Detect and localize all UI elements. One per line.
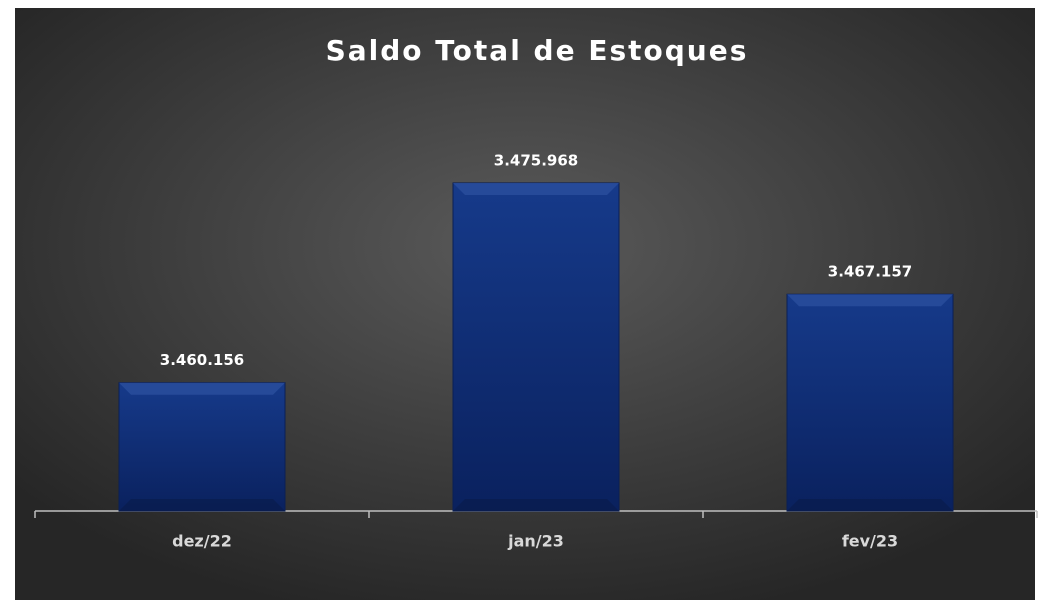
x-tick-label: dez/22 xyxy=(172,532,232,551)
data-label: 3.475.968 xyxy=(494,151,578,169)
bar-bevel xyxy=(787,499,953,511)
data-label: 3.460.156 xyxy=(160,351,244,369)
bar xyxy=(118,382,286,512)
bar-bevel xyxy=(787,294,953,307)
bar xyxy=(786,293,954,512)
x-tick-label: fev/23 xyxy=(842,532,898,551)
chart-title: Saldo Total de Estoques xyxy=(326,34,749,67)
bar xyxy=(452,182,620,512)
bar-bevel xyxy=(453,182,619,195)
bar-bevel xyxy=(119,382,285,395)
bar-bevel xyxy=(119,499,285,511)
x-tick-label: jan/23 xyxy=(507,532,564,551)
data-label: 3.467.157 xyxy=(828,263,912,281)
bar-bevel xyxy=(453,499,619,511)
